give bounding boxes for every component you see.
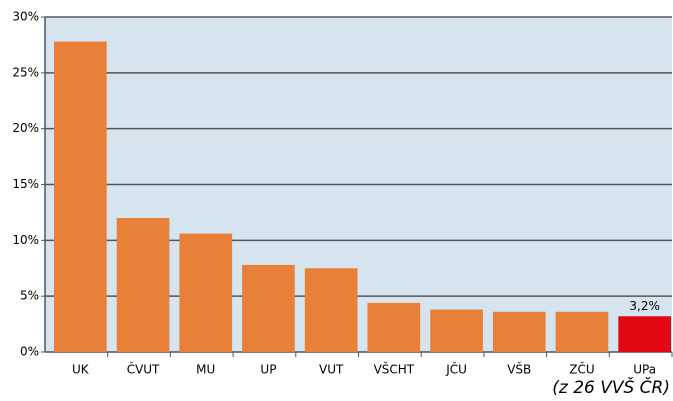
x-tick-label: VŠB [507, 362, 531, 377]
y-tick-label: 30% [12, 10, 39, 24]
value-label: 3,2% [629, 299, 660, 313]
x-tick-label: JČU [445, 362, 467, 377]
y-tick-label: 25% [12, 65, 39, 79]
y-tick-label: 20% [12, 121, 39, 135]
y-tick-label: 10% [12, 233, 39, 247]
bar [555, 311, 609, 352]
bar [179, 233, 233, 352]
bar [116, 218, 170, 352]
x-tick-label: MU [196, 363, 215, 377]
x-tick-label: UK [72, 363, 90, 377]
x-tick-label: VUT [319, 363, 344, 377]
bar [430, 309, 483, 352]
bar [242, 264, 295, 352]
bar [492, 311, 546, 352]
y-tick-label: 0% [20, 345, 39, 359]
annotation: (z 26 VVŠ ČR) [552, 376, 670, 398]
x-tick-label: UP [260, 363, 276, 377]
bar [304, 268, 358, 352]
x-tick-label: VŠCHT [374, 362, 415, 377]
bar [618, 316, 671, 352]
bar [54, 41, 107, 353]
x-tick-label: UPa [633, 363, 656, 377]
x-tick-label: ZČU [569, 362, 594, 377]
y-tick-label: 5% [20, 289, 39, 303]
x-tick-label: ČVUT [127, 362, 160, 377]
bar [367, 302, 421, 352]
y-tick-label: 15% [12, 177, 39, 191]
